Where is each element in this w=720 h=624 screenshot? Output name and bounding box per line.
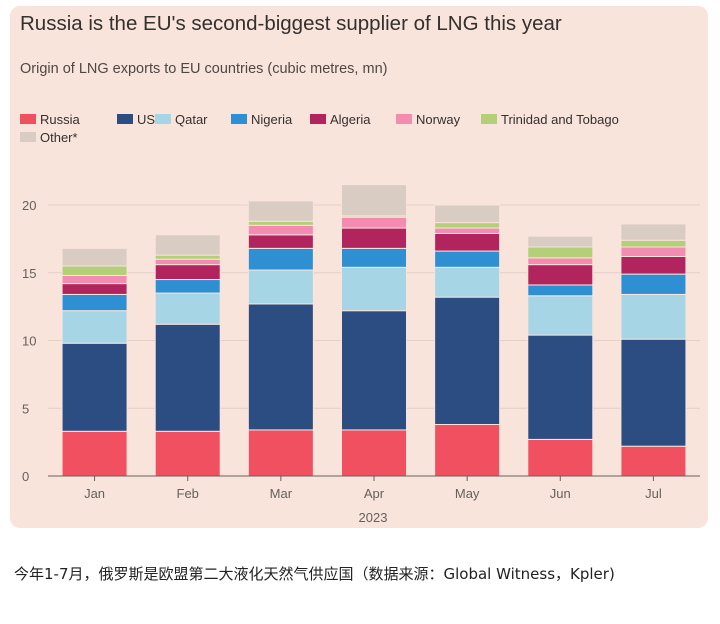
legend-label-russia: Russia (40, 111, 80, 127)
bar-may-other (434, 204, 501, 224)
legend-swatch-trinidad-and-tobago (481, 114, 497, 124)
legend-label-nigeria: Nigeria (251, 111, 293, 127)
bar-feb-norway (154, 258, 221, 266)
legend-swatch-norway (396, 114, 412, 124)
bar-may-russia (434, 424, 501, 477)
legend-item-trinidad-and-tobago: Trinidad and Tobago (481, 111, 619, 127)
bar-may-nigeria (434, 250, 501, 268)
bar-may-qatar (434, 266, 501, 298)
x-tick-label-may: May (455, 486, 480, 501)
legend-swatch-qatar (155, 114, 171, 124)
bar-jan-nigeria (61, 293, 128, 312)
legend-item-qatar: Qatar (155, 111, 208, 127)
bar-mar-russia (247, 429, 314, 477)
bar-feb-algeria (154, 264, 221, 281)
bar-mar-qatar (247, 269, 314, 305)
bar-jul-qatar (620, 293, 687, 340)
bar-jun-trinidad-and-tobago (527, 246, 594, 259)
x-axis-label: 2023 (359, 510, 388, 525)
chart-title: Russia is the EU's second-biggest suppli… (20, 12, 562, 35)
y-tick-label-10: 10 (22, 334, 36, 349)
bar-apr-norway (341, 216, 407, 229)
bar-jun-russia (527, 438, 594, 477)
bar-jan-trinidad-and-tobago (61, 265, 128, 276)
legend-item-nigeria: Nigeria (231, 111, 292, 127)
legend-label-other: Other* (40, 129, 78, 145)
bar-jan-qatar (61, 310, 128, 344)
legend-swatch-russia (20, 114, 36, 124)
legend-item-norway: Norway (396, 111, 460, 127)
legend-label-algeria: Algeria (330, 111, 371, 127)
legend-label-norway: Norway (416, 111, 461, 127)
bar-may-algeria (434, 232, 501, 252)
bar-jul-other (620, 223, 687, 241)
bar-mar-norway (247, 224, 314, 236)
bar-jun-qatar (527, 295, 594, 336)
bar-jun-nigeria (527, 284, 594, 297)
bar-apr-nigeria (341, 247, 407, 268)
bar-jan-us (61, 342, 128, 432)
bar-jul-us (620, 338, 687, 447)
bar-jan-algeria (61, 283, 128, 295)
bar-may-trinidad-and-tobago (434, 222, 501, 229)
bar-jul-algeria (620, 255, 687, 275)
bar-apr-us (341, 310, 407, 431)
y-tick-label-5: 5 (22, 401, 29, 416)
bar-feb-trinidad-and-tobago (154, 254, 221, 260)
bar-feb-nigeria (154, 279, 221, 294)
bar-jun-algeria (527, 264, 594, 286)
x-tick-label-mar: Mar (270, 486, 293, 501)
legend-swatch-us (117, 114, 133, 124)
bar-apr-algeria (341, 227, 407, 249)
bar-feb-other (154, 234, 221, 256)
chart-subtitle: Origin of LNG exports to EU countries (c… (20, 61, 388, 77)
legend-swatch-other (20, 132, 36, 142)
bar-jun-other (527, 235, 594, 248)
bar-jul-nigeria (620, 273, 687, 295)
legend-label-qatar: Qatar (175, 111, 208, 127)
bar-may-us (434, 296, 501, 426)
bar-feb-russia (154, 430, 221, 477)
x-tick-label-jul: Jul (645, 486, 662, 501)
legend-item-algeria: Algeria (310, 111, 370, 127)
legend-label-trinidad-and-tobago: Trinidad and Tobago (501, 111, 619, 127)
bar-jun-us (527, 334, 594, 440)
x-tick-label-apr: Apr (364, 486, 385, 501)
legend-swatch-algeria (310, 114, 326, 124)
legend-swatch-nigeria (231, 114, 247, 124)
bar-may-norway (434, 227, 501, 234)
bar-feb-us (154, 323, 221, 432)
bar-jun-norway (527, 257, 594, 266)
bar-mar-nigeria (247, 247, 314, 271)
legend-item-other: Other* (20, 129, 78, 145)
x-tick-label-jan: Jan (84, 486, 105, 501)
bar-mar-us (247, 303, 314, 431)
bar-jan-norway (61, 274, 128, 285)
bar-mar-other (247, 200, 314, 222)
bar-apr-qatar (341, 266, 407, 312)
image-caption: 今年1-7月，俄罗斯是欧盟第二大液化天然气供应国（数据来源：Global Wit… (14, 565, 615, 583)
y-tick-label-0: 0 (22, 469, 29, 484)
bar-mar-trinidad-and-tobago (247, 220, 314, 226)
bar-jan-other (61, 247, 128, 267)
y-tick-label-15: 15 (22, 266, 36, 281)
legend-label-us: US (137, 111, 156, 127)
legend-item-us: US (117, 111, 155, 127)
bar-feb-qatar (154, 292, 221, 325)
bar-jul-trinidad-and-tobago (620, 239, 687, 248)
bar-jul-norway (620, 246, 687, 257)
bar-apr-russia (341, 429, 407, 477)
bar-apr-other (341, 184, 407, 217)
x-tick-label-feb: Feb (177, 486, 199, 501)
bar-jul-russia (620, 445, 687, 477)
stacked-bar-chart: 0 5 10 15 20 Jan Feb Mar Apr May Jun Jul 2023 (22, 184, 700, 525)
bar-jan-russia (61, 430, 128, 477)
x-tick-label-jun: Jun (550, 486, 571, 501)
bar-mar-algeria (247, 234, 314, 249)
y-tick-label-20: 20 (22, 198, 36, 213)
legend-item-russia: Russia (20, 111, 80, 127)
